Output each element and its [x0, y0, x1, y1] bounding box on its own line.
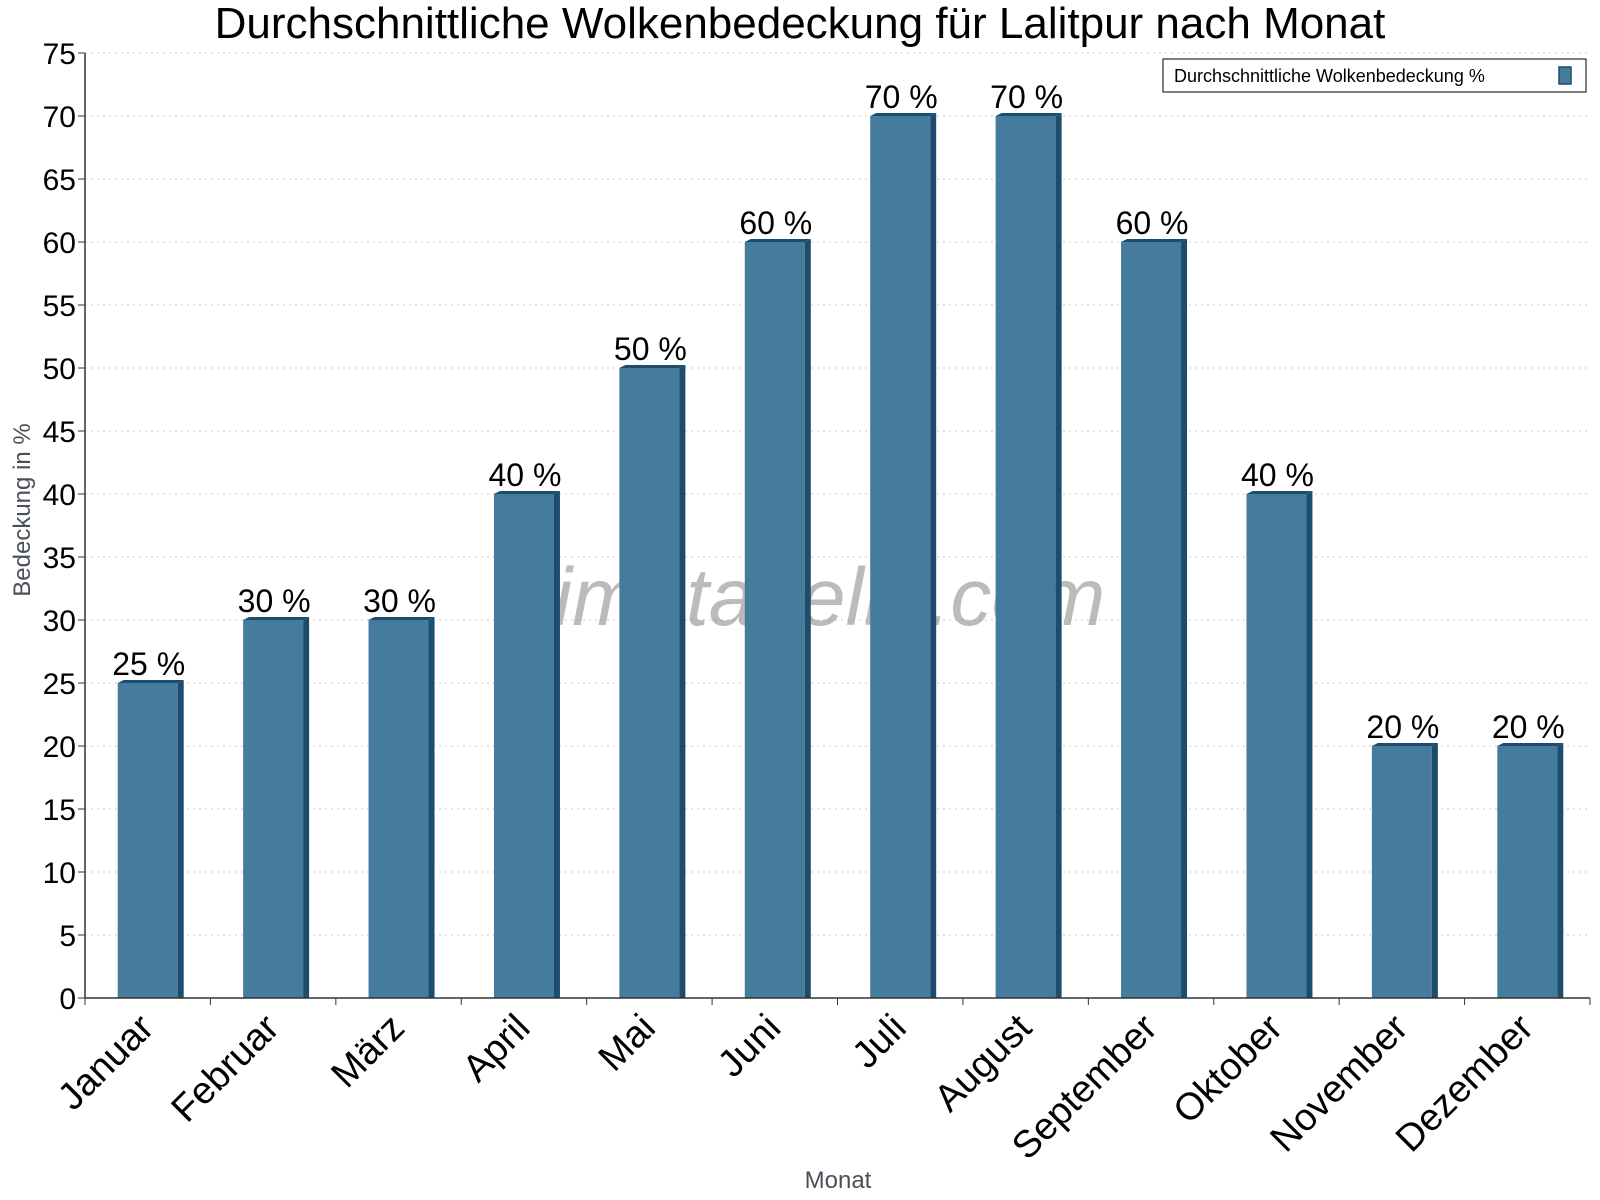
bar-side: [553, 491, 560, 998]
y-tick-label: 30: [43, 605, 76, 638]
y-tick-label: 60: [43, 227, 76, 260]
bar-side: [804, 239, 811, 998]
y-tick-label: 65: [43, 164, 76, 197]
bar-side: [930, 113, 937, 998]
bar-group: 60 %: [739, 205, 812, 998]
bar: [1246, 494, 1307, 998]
bar-group: 20 %: [1492, 709, 1565, 998]
data-label: 60 %: [739, 205, 812, 241]
data-label: 60 %: [1116, 205, 1189, 241]
bar: [368, 620, 429, 998]
y-tick-label: 0: [59, 983, 76, 1016]
data-label: 40 %: [488, 457, 561, 493]
y-tick-label: 5: [59, 920, 76, 953]
bar: [619, 368, 680, 998]
legend-label: Durchschnittliche Wolkenbedeckung %: [1174, 66, 1485, 86]
bar-group: 50 %: [614, 331, 687, 998]
bar-top: [870, 113, 937, 116]
y-axis-label: Bedeckung in %: [9, 423, 36, 596]
bar-top: [243, 617, 310, 620]
data-label: 70 %: [990, 79, 1063, 115]
chart-title: Durchschnittliche Wolkenbedeckung für La…: [215, 0, 1386, 48]
data-label: 30 %: [363, 583, 436, 619]
data-label: 30 %: [238, 583, 311, 619]
bar: [117, 683, 178, 998]
y-tick-label: 70: [43, 101, 76, 134]
bar-side: [1557, 743, 1564, 998]
bar-side: [1306, 491, 1313, 998]
bar-group: 40 %: [1241, 457, 1314, 998]
y-tick-label: 75: [43, 38, 76, 71]
y-tick-label: 20: [43, 731, 76, 764]
bar-group: 30 %: [238, 583, 311, 998]
bar: [995, 116, 1056, 998]
bar: [1371, 746, 1432, 998]
x-tick-label: Mai: [591, 1007, 664, 1080]
bar-group: 40 %: [488, 457, 561, 998]
bar-top: [493, 491, 560, 494]
x-tick-label: Januar: [50, 1006, 162, 1118]
y-tick-label: 25: [43, 668, 76, 701]
bar-top: [1121, 239, 1188, 242]
legend: Durchschnittliche Wolkenbedeckung %: [1162, 58, 1587, 93]
bar-top: [368, 617, 435, 620]
x-tick-labels: Januar Februar März April Mai Juni Juli AugustS…: [50, 1006, 1542, 1167]
bar: [870, 116, 931, 998]
x-tick-label: Februar: [164, 1006, 288, 1130]
x-tick-label: Juli: [845, 1007, 915, 1077]
x-tick-label: August: [927, 1006, 1041, 1120]
bar-top: [1371, 743, 1438, 746]
y-tick-label: 10: [43, 857, 76, 890]
bar-group: 60 %: [1116, 205, 1189, 998]
y-tick-labels: 0 5 10 15 20 25 30 35 40 45 50 55 60 65 70 75: [43, 38, 76, 1016]
bar-side: [679, 365, 686, 998]
y-tick-label: 15: [43, 794, 76, 827]
bar-side: [303, 617, 310, 998]
bar-side: [1181, 239, 1188, 998]
bar-top: [117, 680, 184, 683]
bar-top: [995, 113, 1062, 116]
grid-lines: [85, 52, 1590, 936]
data-label: 40 %: [1241, 457, 1314, 493]
data-label: 20 %: [1366, 709, 1439, 745]
data-label: 25 %: [112, 646, 185, 682]
bar: [243, 620, 304, 998]
bar-side: [1055, 113, 1062, 998]
x-tick-label: März: [323, 1007, 412, 1096]
legend-swatch: [1558, 66, 1572, 85]
bar-group: 25 %: [112, 646, 185, 998]
x-tick-label: Juni: [710, 1007, 789, 1086]
y-tick-label: 35: [43, 542, 76, 575]
legend-box: [1162, 58, 1587, 93]
x-tick-label: Oktober: [1166, 1006, 1292, 1132]
bar-group: 70 %: [865, 79, 938, 998]
bar: [744, 242, 805, 998]
data-label: 50 %: [614, 331, 687, 367]
y-tick-label: 55: [43, 290, 76, 323]
y-tick-label: 45: [43, 416, 76, 449]
bar: [493, 494, 554, 998]
bar-side: [428, 617, 435, 998]
y-tick-label: 50: [43, 353, 76, 386]
bar-side: [1431, 743, 1438, 998]
bar: [1497, 746, 1558, 998]
bars: 25 % 30 % 30 % 40 % 50 % 60 % 70 % 70 % 60 % 40 %…: [112, 79, 1565, 998]
bar-group: 70 %: [990, 79, 1063, 998]
bar-top: [1497, 743, 1564, 746]
bar: [1121, 242, 1182, 998]
x-tick-label: April: [455, 1007, 538, 1090]
bar-group: 30 %: [363, 583, 436, 998]
x-axis-label: Monat: [805, 1167, 872, 1194]
x-tick-label: Dezember: [1388, 1006, 1542, 1160]
data-label: 20 %: [1492, 709, 1565, 745]
bar-side: [177, 680, 184, 998]
bar-group: 20 %: [1366, 709, 1439, 998]
data-label: 70 %: [865, 79, 938, 115]
bar-top: [744, 239, 811, 242]
y-tick-label: 40: [43, 479, 76, 512]
axes: [78, 52, 1591, 1005]
bar-top: [619, 365, 686, 368]
bar-top: [1246, 491, 1313, 494]
